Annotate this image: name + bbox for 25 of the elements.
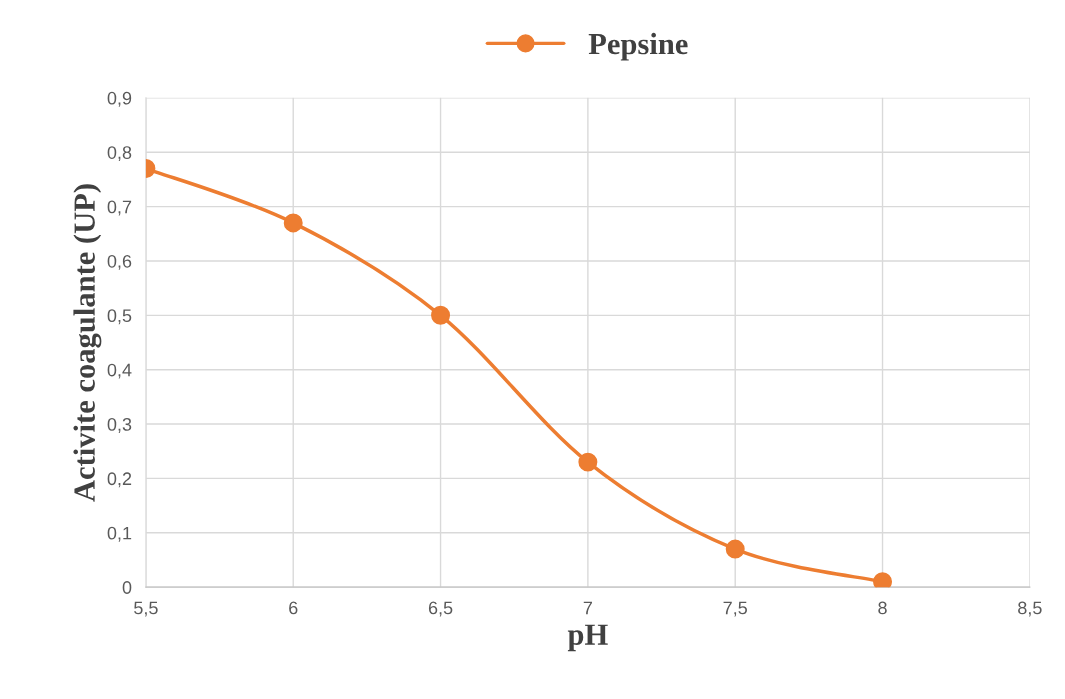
x-tick-label: 7,5 <box>723 601 747 617</box>
x-tick-label: 8 <box>878 601 887 615</box>
point <box>873 572 893 588</box>
x-tick-label: 6,5 <box>428 601 453 617</box>
x-axis-title: pH <box>567 624 608 652</box>
y-tick-label: 0 <box>122 581 132 594</box>
x-tick-label: 5,5 <box>134 601 158 617</box>
legend-label: Pepsine <box>588 32 688 61</box>
point <box>578 452 598 472</box>
x-tick-label: 7 <box>583 601 592 615</box>
y-tick-label: 0,5 <box>107 309 132 325</box>
y-axis-title: Activite coagulante (UP) <box>73 184 102 502</box>
y-tick-label: 0,1 <box>107 526 132 542</box>
x-tick-label: 8,5 <box>1018 601 1042 617</box>
point <box>431 305 451 325</box>
y-tick-label: 0,4 <box>107 363 132 379</box>
y-tick-label: 0,2 <box>107 472 132 488</box>
y-tick-label: 0,3 <box>107 417 132 433</box>
point <box>283 213 303 233</box>
y-tick-label: 0,6 <box>107 254 132 270</box>
y-tick-label: 0,7 <box>107 200 132 216</box>
y-tick-label: 0,8 <box>107 146 132 162</box>
x-tick-label: 6 <box>289 601 298 615</box>
y-tick-label: 0,9 <box>107 91 132 107</box>
point <box>725 539 745 559</box>
